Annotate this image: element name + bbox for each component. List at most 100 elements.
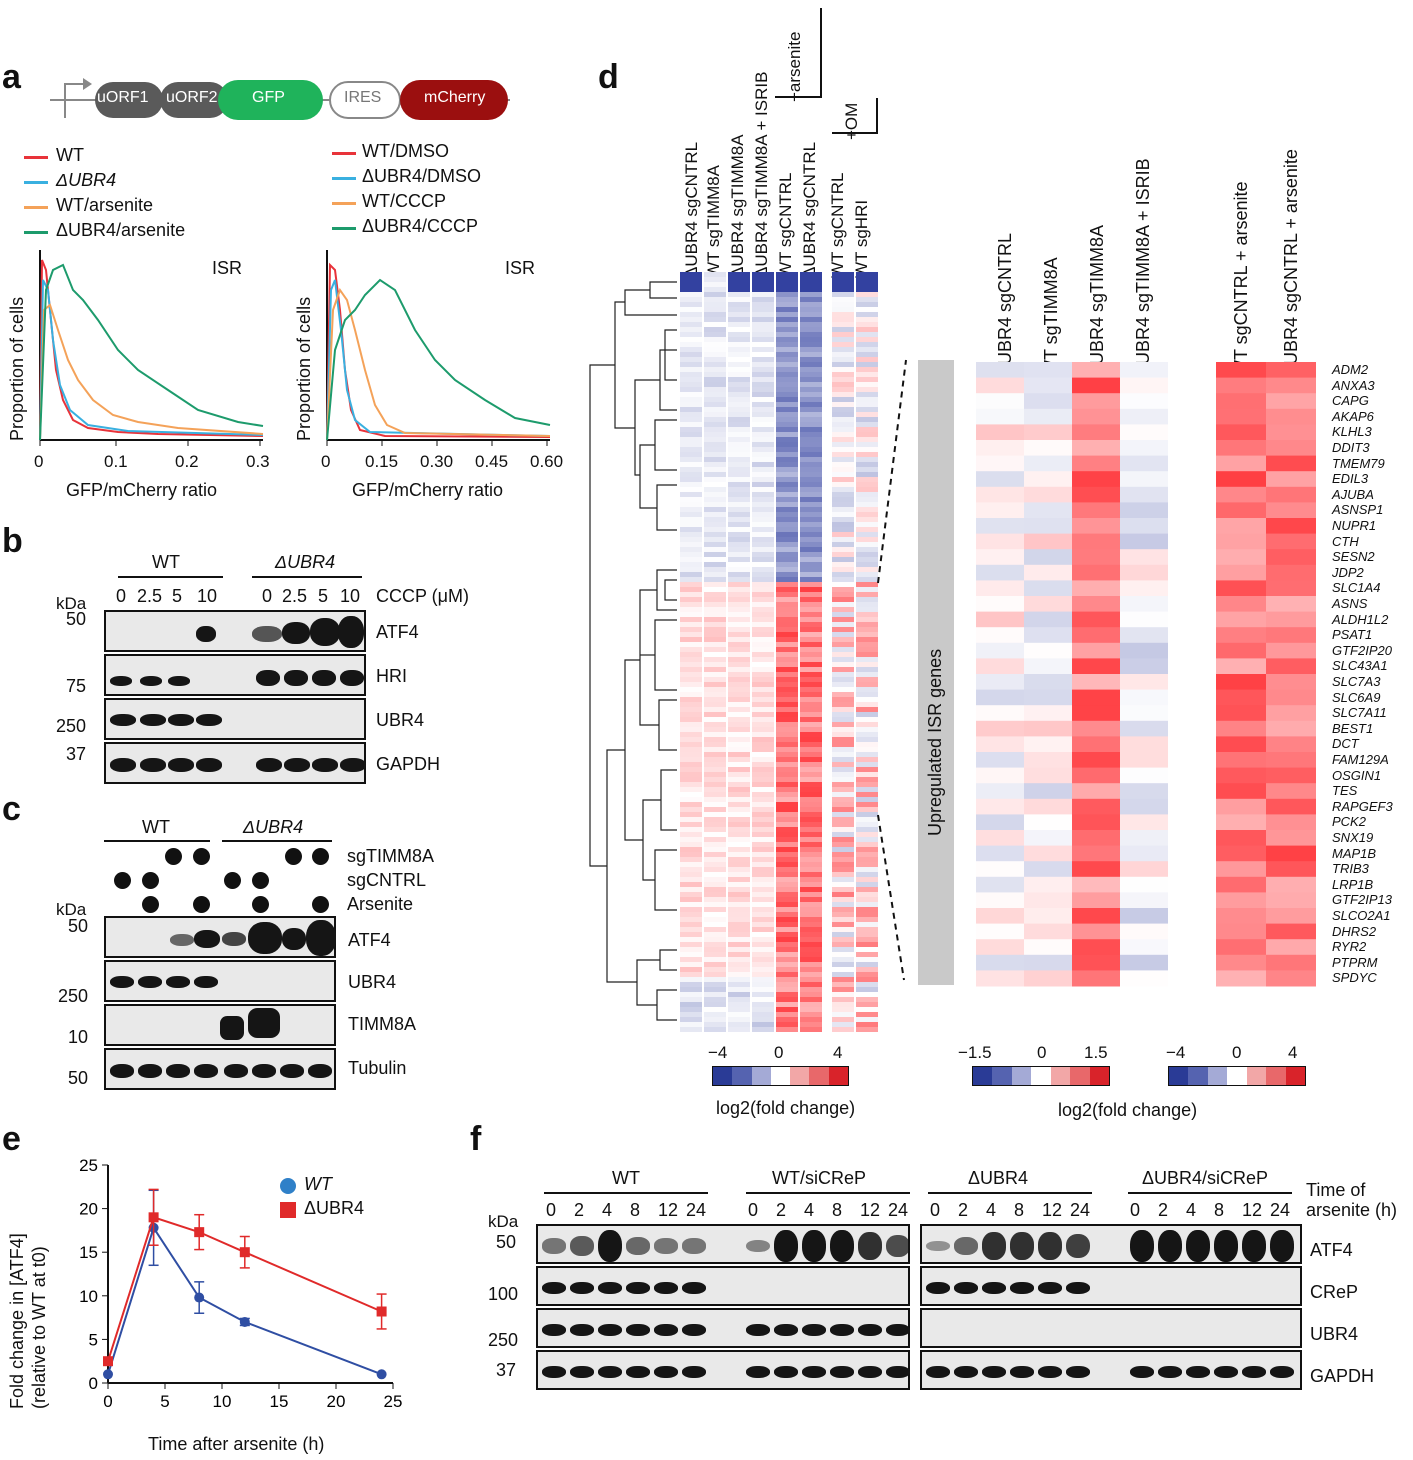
b-kda: kDa	[56, 594, 87, 613]
heatmap-cell	[776, 812, 798, 818]
x-tick-label: 15	[270, 1392, 289, 1411]
gene-label: SLC7A11	[1332, 705, 1387, 721]
zoom-cell	[1120, 876, 1168, 893]
uorf2-label: uORF2	[166, 89, 218, 106]
uorf1-label: uORF1	[97, 89, 149, 106]
lane-label: 2.5	[137, 586, 163, 606]
x-tick-label: 20	[327, 1392, 346, 1411]
zoom-connector	[877, 359, 907, 981]
heatmap-cell	[728, 797, 750, 803]
heatmap-cell	[856, 527, 878, 533]
heatmap-cell	[704, 667, 726, 673]
protein-label: Tubulin	[348, 1058, 407, 1078]
heatmap-cell	[704, 302, 726, 308]
heatmap-cell	[728, 462, 750, 468]
heatmap-cell	[728, 967, 750, 973]
heatmap-cell	[800, 352, 822, 358]
heatmap-cell	[776, 682, 798, 688]
zoom-cell	[1266, 440, 1316, 457]
heatmap-cell	[680, 292, 702, 298]
zoom-cell	[1120, 954, 1168, 971]
heatmap-cell	[832, 872, 854, 878]
heatmap-cell	[704, 862, 726, 868]
heatmap-cell	[704, 662, 726, 668]
heatmap-cell	[776, 392, 798, 398]
heatmap-cell	[680, 282, 702, 288]
heatmap-cell	[680, 462, 702, 468]
heatmap-cell	[752, 492, 774, 498]
heatmap-cell	[680, 522, 702, 528]
heatmap-cell	[728, 932, 750, 938]
heatmap-cell	[704, 972, 726, 978]
heatmap-cell	[680, 952, 702, 958]
heatmap-cell	[856, 362, 878, 368]
gfp-box	[218, 80, 323, 120]
kda-marker: 50	[68, 916, 89, 936]
zoom-cell	[1216, 424, 1266, 441]
heatmap-cell	[680, 367, 702, 373]
heatmap-cell	[752, 817, 774, 823]
hm-col-label: ΔUBR4 sgCNTRL	[800, 141, 819, 278]
heatmap-cell	[728, 567, 750, 573]
heatmap-cell	[800, 782, 822, 788]
heatmap-cell	[856, 557, 878, 563]
heatmap-cell	[776, 692, 798, 698]
heatmap-cell	[704, 792, 726, 798]
heatmap-cell	[832, 557, 854, 563]
heatmap-cell	[704, 652, 726, 658]
heatmap-cell	[856, 827, 878, 833]
heatmap-cell	[856, 402, 878, 408]
blot-f-ubr4	[536, 1308, 910, 1348]
heatmap-cell	[800, 1022, 822, 1028]
heatmap-cell	[752, 632, 774, 638]
heatmap-cell	[704, 602, 726, 608]
heatmap-cell	[728, 532, 750, 538]
zoom-cell	[1266, 642, 1316, 659]
heatmap-cell	[728, 372, 750, 378]
zoom-cell	[1024, 471, 1072, 488]
heatmap-cell	[704, 517, 726, 523]
gene-label: GTF2IP13	[1332, 892, 1392, 908]
zoom-cell	[1024, 486, 1072, 503]
heatmap-cell	[800, 552, 822, 558]
heatmap-cell	[704, 737, 726, 743]
heatmap-cell	[776, 397, 798, 403]
heatmap-cell	[728, 637, 750, 643]
heatmap-cell	[832, 427, 854, 433]
heatmap-cell	[752, 407, 774, 413]
heatmap-cell	[752, 627, 774, 633]
heatmap-cell	[752, 507, 774, 513]
heatmap-cell	[832, 937, 854, 943]
heatmap-cell	[728, 777, 750, 783]
heatmap-cell	[752, 1017, 774, 1023]
zoom-cell	[1216, 627, 1266, 644]
heatmap-cell	[680, 882, 702, 888]
heatmap-cell	[856, 532, 878, 538]
heatmap-cell	[752, 567, 774, 573]
heatmap-cell	[680, 437, 702, 443]
heatmap-cell	[800, 1007, 822, 1013]
f-lane-label: 12	[658, 1200, 679, 1220]
heatmap-cell	[800, 427, 822, 433]
heatmap-cell	[752, 602, 774, 608]
heatmap-cell	[728, 362, 750, 368]
heatmap-cell	[856, 332, 878, 338]
heatmap-cell	[776, 357, 798, 363]
blot-f-gapdh	[920, 1350, 1302, 1390]
heatmap-cell	[832, 822, 854, 828]
heatmap-cell	[752, 897, 774, 903]
heatmap-cell	[728, 607, 750, 613]
heatmap-cell	[832, 877, 854, 883]
zoom-cell	[1266, 689, 1316, 706]
cbar-tick: −4	[1166, 1043, 1186, 1062]
heatmap-cell	[680, 737, 702, 743]
heatmap-cell	[704, 572, 726, 578]
heatmap-cell	[856, 367, 878, 373]
heatmap-cell	[680, 457, 702, 463]
heatmap-cell	[680, 412, 702, 418]
heatmap-cell	[680, 712, 702, 718]
f-lane-label: 12	[1042, 1200, 1063, 1220]
heatmap-cell	[680, 1022, 702, 1028]
zoom-cell	[1120, 471, 1168, 488]
heatmap-cell	[776, 717, 798, 723]
